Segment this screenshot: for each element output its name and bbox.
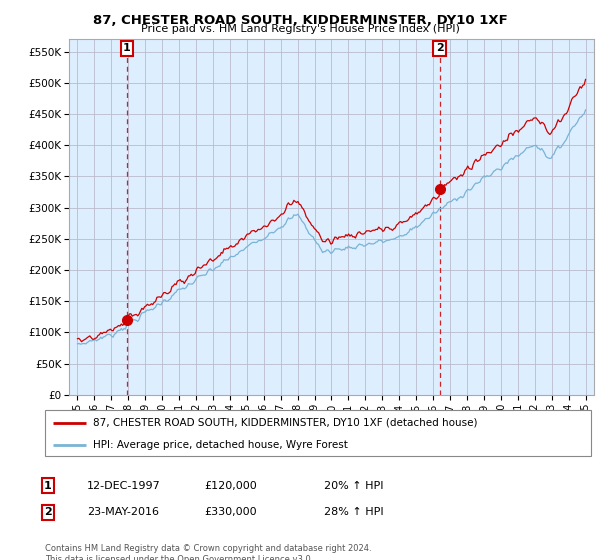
Text: Price paid vs. HM Land Registry's House Price Index (HPI): Price paid vs. HM Land Registry's House … bbox=[140, 24, 460, 34]
Text: 2: 2 bbox=[44, 507, 52, 517]
Text: HPI: Average price, detached house, Wyre Forest: HPI: Average price, detached house, Wyre… bbox=[93, 440, 348, 450]
Text: £120,000: £120,000 bbox=[204, 480, 257, 491]
Text: Contains HM Land Registry data © Crown copyright and database right 2024.
This d: Contains HM Land Registry data © Crown c… bbox=[45, 544, 371, 560]
Text: 2: 2 bbox=[436, 43, 443, 53]
Text: 28% ↑ HPI: 28% ↑ HPI bbox=[324, 507, 383, 517]
Text: 1: 1 bbox=[123, 43, 131, 53]
Text: £330,000: £330,000 bbox=[204, 507, 257, 517]
Text: 20% ↑ HPI: 20% ↑ HPI bbox=[324, 480, 383, 491]
Text: 87, CHESTER ROAD SOUTH, KIDDERMINSTER, DY10 1XF (detached house): 87, CHESTER ROAD SOUTH, KIDDERMINSTER, D… bbox=[93, 418, 478, 428]
Text: 87, CHESTER ROAD SOUTH, KIDDERMINSTER, DY10 1XF: 87, CHESTER ROAD SOUTH, KIDDERMINSTER, D… bbox=[92, 14, 508, 27]
Text: 1: 1 bbox=[44, 480, 52, 491]
Text: 12-DEC-1997: 12-DEC-1997 bbox=[87, 480, 161, 491]
Text: 23-MAY-2016: 23-MAY-2016 bbox=[87, 507, 159, 517]
